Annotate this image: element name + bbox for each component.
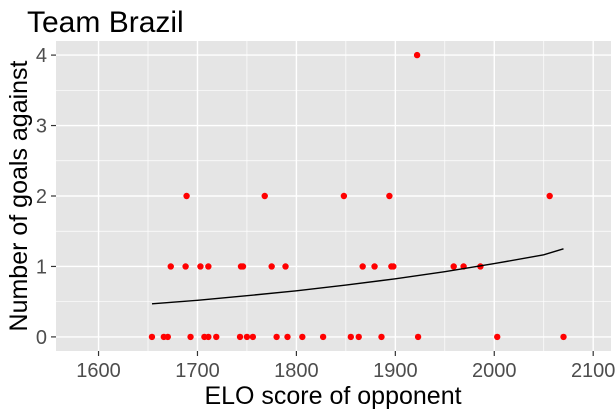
x-tick-label: 1700 — [175, 360, 220, 382]
data-point — [182, 263, 189, 270]
y-axis-title: Number of goals against — [5, 60, 33, 331]
data-point — [371, 263, 378, 270]
data-point — [205, 333, 212, 341]
data-point — [187, 333, 194, 341]
data-point — [284, 333, 291, 341]
data-point — [413, 51, 421, 59]
y-tick-label: 3 — [36, 116, 47, 138]
data-point — [299, 333, 306, 341]
data-point — [249, 333, 257, 341]
data-point — [386, 192, 393, 200]
y-tick-label: 1 — [36, 256, 47, 278]
x-tick-label: 1800 — [274, 360, 319, 382]
data-point — [261, 192, 268, 200]
data-point — [560, 333, 567, 341]
y-axis-tick-labels: 0 1 2 3 4 — [36, 45, 47, 349]
major-gridlines — [56, 41, 611, 351]
data-point — [148, 333, 156, 341]
data-point — [197, 263, 204, 270]
data-point — [494, 333, 501, 341]
data-point — [347, 333, 355, 341]
y-tick-label: 0 — [36, 327, 47, 349]
chart-title: Team Brazil — [27, 6, 184, 39]
data-point — [236, 333, 244, 341]
x-tick-label: 2100 — [571, 360, 615, 382]
data-point — [243, 333, 251, 341]
data-point — [205, 263, 212, 270]
data-point — [167, 263, 174, 270]
x-axis-tick-labels: 1600 1700 1800 1900 2000 2100 — [76, 360, 615, 382]
data-points — [148, 51, 567, 341]
data-point — [414, 333, 422, 341]
x-axis-ticks — [97, 351, 594, 356]
data-point — [355, 333, 362, 341]
x-axis-title: ELO score of opponent — [204, 382, 461, 410]
x-tick-label: 2000 — [472, 360, 517, 382]
data-point — [359, 263, 366, 270]
x-tick-label: 1900 — [373, 360, 418, 382]
data-point — [268, 263, 275, 270]
data-point — [450, 263, 457, 270]
data-point — [378, 333, 385, 341]
fit-line — [151, 248, 564, 305]
y-tick-label: 2 — [36, 186, 47, 208]
data-point — [340, 192, 348, 200]
data-point — [239, 263, 247, 270]
data-point — [390, 263, 397, 270]
y-axis-ticks — [51, 54, 56, 338]
data-point — [164, 333, 171, 341]
y-tick-label: 4 — [36, 45, 47, 67]
data-point — [319, 333, 327, 341]
data-point — [183, 192, 190, 200]
data-point — [546, 192, 553, 200]
data-point — [213, 333, 220, 341]
x-tick-label: 1600 — [76, 360, 121, 382]
data-point — [273, 333, 280, 341]
data-point — [282, 263, 289, 270]
